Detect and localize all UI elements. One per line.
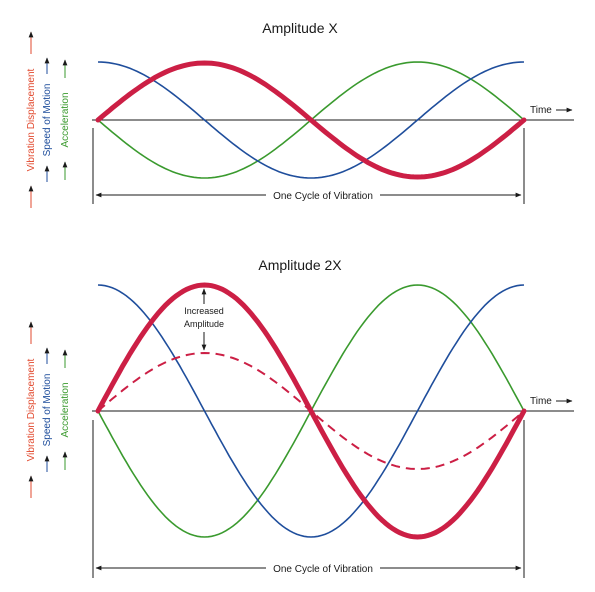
panel-title: Amplitude 2X bbox=[258, 257, 342, 273]
vertical-axis-labels: Vibration Displacement Speed of Motion A… bbox=[26, 321, 71, 498]
annotation-line-2: Amplitude bbox=[184, 319, 224, 329]
panel-amplitude-2x: Amplitude 2X Vibration Displacement Spee… bbox=[26, 257, 574, 578]
cycle-label: One Cycle of Vibration bbox=[273, 564, 373, 575]
vertical-axis-labels: Vibration Displacement Speed of Motion A… bbox=[26, 31, 71, 208]
speed-axis-label: Speed of Motion bbox=[42, 84, 53, 157]
speed-axis-label: Speed of Motion bbox=[42, 374, 53, 447]
panel-amplitude-x: Amplitude X Vibration Displacement Speed… bbox=[26, 20, 574, 208]
displacement-axis-label: Vibration Displacement bbox=[26, 68, 37, 171]
acceleration-axis-label: Acceleration bbox=[60, 92, 71, 147]
acceleration-axis-label: Acceleration bbox=[60, 382, 71, 437]
time-label: Time bbox=[530, 105, 552, 116]
time-label: Time bbox=[530, 396, 552, 407]
annotation-line-1: Increased bbox=[184, 306, 224, 316]
increased-amplitude-annotation: Increased Amplitude bbox=[184, 288, 224, 351]
displacement-axis-label: Vibration Displacement bbox=[26, 358, 37, 461]
panel-title: Amplitude X bbox=[262, 20, 338, 36]
displacement-curve bbox=[95, 60, 527, 180]
speed-curve bbox=[97, 284, 525, 538]
speed-curve bbox=[97, 61, 525, 179]
cycle-label: One Cycle of Vibration bbox=[273, 191, 373, 202]
displacement-curve bbox=[95, 282, 527, 540]
